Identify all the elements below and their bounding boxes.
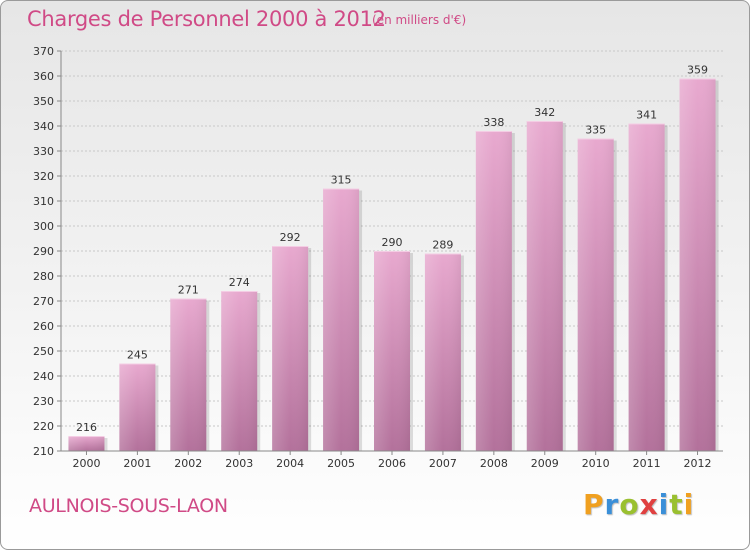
logo-letter: x (639, 488, 659, 521)
y-tick-label: 210 (33, 445, 54, 458)
x-tick-label: 2002 (174, 457, 202, 470)
bar-shine (526, 121, 563, 451)
bar-shine (679, 78, 716, 451)
y-tick-label: 220 (33, 420, 54, 433)
bar-value-label: 274 (229, 276, 250, 289)
x-tick-label: 2000 (72, 457, 100, 470)
logo-letter: t (669, 488, 684, 521)
bar-value-label: 245 (127, 349, 148, 362)
bar-shine (323, 188, 360, 451)
bar-value-label: 315 (331, 174, 352, 187)
x-tick-label: 2008 (480, 457, 508, 470)
bars: 216 245 271 274 292 315 290 289 338 342 335 341 359 (68, 64, 719, 451)
y-tick-label: 310 (33, 195, 54, 208)
bar-shine (68, 436, 105, 451)
logo-letter: i (683, 488, 695, 521)
y-tick-label: 330 (33, 145, 54, 158)
y-tick-label: 300 (33, 220, 54, 233)
bar-shine (272, 246, 309, 451)
x-tick-label: 2004 (276, 457, 304, 470)
bar-value-label: 290 (382, 236, 403, 249)
bar-value-label: 216 (76, 421, 97, 434)
x-tick-label: 2010 (582, 457, 610, 470)
y-tick-label: 250 (33, 345, 54, 358)
x-tick-label: 2006 (378, 457, 406, 470)
y-tick-label: 290 (33, 245, 54, 258)
bar-shine (221, 291, 258, 451)
y-tick-label: 340 (33, 120, 54, 133)
y-tick-label: 270 (33, 295, 54, 308)
y-tick-label: 350 (33, 95, 54, 108)
chart-subtitle: (en milliers d'€) (372, 13, 467, 27)
bar-value-label: 289 (432, 239, 453, 252)
x-tick-label: 2005 (327, 457, 355, 470)
bar-shine (424, 253, 461, 451)
x-tick-label: 2009 (531, 457, 559, 470)
bar-shine (628, 123, 665, 451)
x-tick-label: 2003 (225, 457, 253, 470)
bar-value-label: 338 (483, 116, 504, 129)
bar-value-label: 271 (178, 284, 199, 297)
y-tick-label: 240 (33, 370, 54, 383)
y-tick-label: 360 (33, 70, 54, 83)
y-tick-label: 370 (33, 45, 54, 58)
proxiti-logo[interactable]: Proxiti (583, 488, 694, 521)
x-tick-label: 2012 (684, 457, 712, 470)
x-tick-label: 2001 (123, 457, 151, 470)
y-tick-label: 320 (33, 170, 54, 183)
bar-shine (577, 138, 614, 451)
logo-letter: o (619, 488, 640, 521)
logo-letter: i (658, 488, 670, 521)
y-tick-label: 230 (33, 395, 54, 408)
bar-shine (119, 363, 156, 451)
bar-shine (170, 298, 207, 451)
y-tick-label: 280 (33, 270, 54, 283)
bar-value-label: 341 (636, 109, 657, 122)
y-tick-label: 260 (33, 320, 54, 333)
bar-value-label: 335 (585, 124, 606, 137)
y-axis: 210 220 230 240 250 260 270 280 290 300 310 320 330 3… (33, 45, 62, 458)
x-axis: 2000 2001 2002 2003 2004 2005 2006 2007 2008 2009… (61, 450, 723, 470)
bar-value-label: 342 (534, 106, 555, 119)
x-tick-label: 2007 (429, 457, 457, 470)
x-tick-label: 2011 (633, 457, 661, 470)
chart-title: Charges de Personnel 2000 à 2012 (27, 7, 386, 31)
logo-letter: r (604, 488, 620, 521)
bar-shine (475, 131, 512, 451)
bar-value-label: 359 (687, 64, 708, 77)
bar-shine (374, 251, 410, 451)
commune-name: AULNOIS-SOUS-LAON (29, 495, 228, 517)
logo-letter: P (583, 488, 605, 521)
bar-value-label: 292 (280, 231, 301, 244)
